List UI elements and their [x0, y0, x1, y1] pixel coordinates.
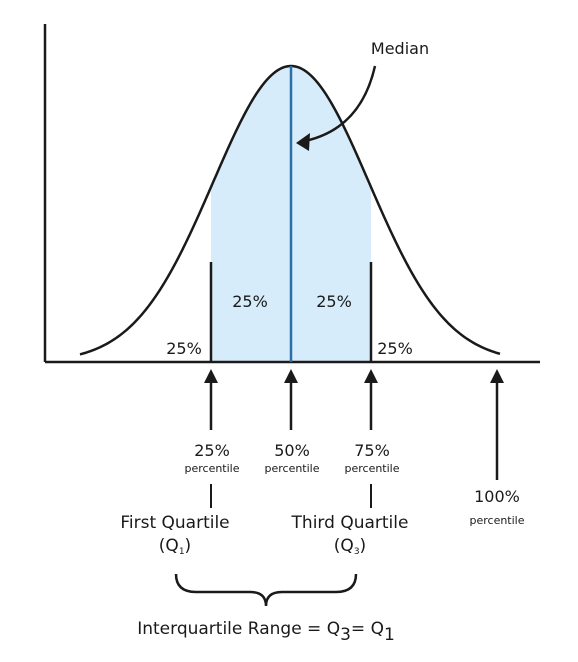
third-quartile-label: Third Quartile: [291, 513, 409, 533]
arrow-median-head: [284, 369, 298, 383]
marker-q1-value: 25%: [194, 441, 230, 460]
marker-arrows: [204, 369, 504, 480]
third-quartile-symbol-close: ): [360, 536, 367, 556]
median-label: Median: [371, 39, 429, 58]
median-arrow-head: [296, 133, 310, 151]
region-right-center-label: 25%: [316, 292, 352, 311]
first-quartile-symbol-close: ): [185, 536, 192, 556]
third-quartile-symbol-open: (Q: [334, 536, 354, 556]
third-quartile-symbol-sub: 3: [354, 547, 360, 557]
marker-median-sub: percentile: [264, 462, 319, 475]
iqr-brace: [174, 573, 358, 607]
first-quartile-label: First Quartile: [120, 513, 229, 533]
arrow-max-head: [490, 369, 504, 383]
first-quartile-symbol-open: (Q: [159, 536, 179, 556]
first-quartile-symbol-sub: 1: [179, 547, 185, 557]
arrow-q3-head: [364, 369, 378, 383]
arrow-q1-head: [204, 369, 218, 383]
iqr-formula: Interquartile Range = Q3= Q1: [137, 619, 395, 645]
third-quartile-symbol: (Q3): [334, 536, 366, 557]
marker-median-value: 50%: [274, 441, 310, 460]
region-left-tail-label: 25%: [166, 339, 202, 358]
region-right-tail-label: 25%: [377, 339, 413, 358]
median-arrow: [299, 65, 377, 144]
iqr-formula-sub2: 1: [384, 625, 395, 645]
marker-q1-sub: percentile: [184, 462, 239, 475]
first-quartile-symbol: (Q1): [159, 536, 191, 557]
marker-q3-sub: percentile: [344, 462, 399, 475]
iqr-formula-text: Interquartile Range = Q: [137, 619, 340, 639]
iqr-formula-mid: = Q: [351, 619, 384, 639]
marker-q3-value: 75%: [354, 441, 390, 460]
iqr-formula-sub1: 3: [340, 625, 351, 645]
marker-max-value: 100%: [474, 487, 520, 506]
marker-max-sub: percentile: [469, 514, 524, 527]
region-left-center-label: 25%: [232, 292, 268, 311]
